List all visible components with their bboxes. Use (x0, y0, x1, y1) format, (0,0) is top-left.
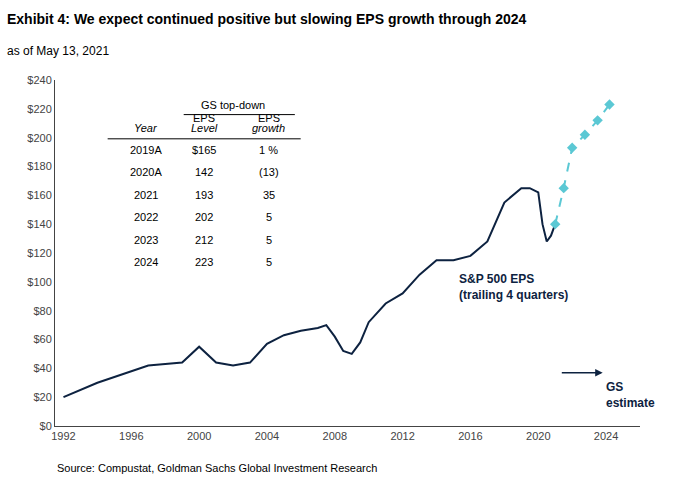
svg-text:$240: $240 (27, 74, 51, 86)
svg-text:Level: Level (191, 122, 218, 134)
svg-text:EPS: EPS (258, 112, 280, 124)
svg-text:$80: $80 (33, 305, 51, 317)
svg-text:$120: $120 (27, 247, 51, 259)
svg-text:growth: growth (252, 122, 285, 134)
svg-text:2000: 2000 (187, 430, 211, 442)
svg-text:$160: $160 (27, 189, 51, 201)
svg-text:2020A: 2020A (130, 166, 162, 178)
svg-text:$165: $165 (192, 144, 216, 156)
svg-text:1992: 1992 (51, 430, 75, 442)
svg-text:1 %: 1 % (259, 144, 278, 156)
svg-text:2012: 2012 (390, 430, 414, 442)
svg-text:202: 202 (195, 211, 213, 223)
svg-text:$180: $180 (27, 160, 51, 172)
svg-text:5: 5 (266, 234, 272, 246)
svg-text:$200: $200 (27, 132, 51, 144)
svg-text:2019A: 2019A (130, 144, 162, 156)
svg-text:1996: 1996 (119, 430, 143, 442)
svg-text:(13): (13) (259, 166, 279, 178)
svg-text:142: 142 (195, 166, 213, 178)
svg-text:EPS: EPS (193, 112, 215, 124)
svg-text:2016: 2016 (458, 430, 482, 442)
svg-text:S&P 500 EPS(trailing 4 quarter: S&P 500 EPS(trailing 4 quarters) (459, 272, 568, 302)
svg-text:$40: $40 (33, 362, 51, 374)
svg-text:$220: $220 (27, 103, 51, 115)
svg-text:2004: 2004 (255, 430, 279, 442)
svg-text:5: 5 (266, 256, 272, 268)
svg-text:2021: 2021 (134, 189, 158, 201)
svg-text:$60: $60 (33, 333, 51, 345)
svg-text:GS top-down: GS top-down (201, 99, 265, 111)
svg-text:$0: $0 (40, 420, 52, 432)
svg-text:Source: Compustat, Goldman Sac: Source: Compustat, Goldman Sachs Global … (57, 462, 377, 474)
svg-text:212: 212 (195, 234, 213, 246)
svg-text:2022: 2022 (134, 211, 158, 223)
svg-text:2024: 2024 (594, 430, 618, 442)
svg-text:2024: 2024 (134, 256, 158, 268)
svg-text:2020: 2020 (526, 430, 550, 442)
svg-text:$140: $140 (27, 218, 51, 230)
svg-text:$100: $100 (27, 276, 51, 288)
svg-text:Exhibit 4: We expect continued: Exhibit 4: We expect continued positive … (7, 11, 527, 27)
svg-text:as of May 13, 2021: as of May 13, 2021 (7, 44, 109, 58)
svg-text:5: 5 (266, 211, 272, 223)
svg-text:223: 223 (195, 256, 213, 268)
svg-text:Year: Year (134, 122, 158, 134)
svg-text:GSestimate: GSestimate (606, 380, 655, 410)
svg-text:2008: 2008 (323, 430, 347, 442)
svg-text:$20: $20 (33, 391, 51, 403)
svg-text:2023: 2023 (134, 234, 158, 246)
svg-text:35: 35 (263, 189, 275, 201)
svg-text:193: 193 (195, 189, 213, 201)
